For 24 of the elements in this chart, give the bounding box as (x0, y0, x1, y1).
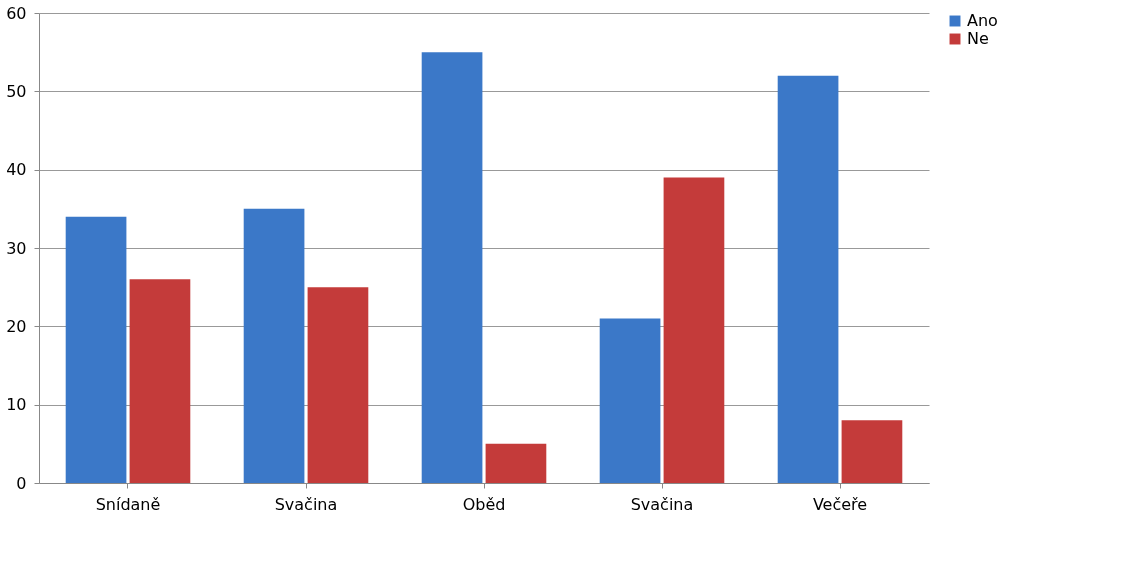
bar (421, 52, 483, 483)
legend-label: Ano (967, 11, 998, 30)
bar (841, 420, 903, 483)
y-tick-label: 20 (6, 316, 27, 336)
x-tick-label: Svačina (274, 494, 338, 514)
bar (485, 443, 547, 483)
bar (243, 208, 305, 483)
y-tick-label: 10 (6, 395, 27, 415)
bar (663, 177, 725, 483)
y-tick-label: 30 (6, 238, 27, 258)
bar (307, 287, 369, 483)
x-tick-label: Snídaně (95, 494, 161, 514)
bar (65, 216, 127, 483)
x-tick-label: Oběd (462, 494, 506, 514)
y-tick-label: 0 (16, 473, 27, 493)
y-tick-label: 60 (6, 3, 27, 23)
bar (129, 279, 191, 483)
bar (599, 318, 661, 483)
x-tick-label: Večeře (812, 494, 868, 514)
y-tick-label: 50 (6, 81, 27, 101)
bar (777, 75, 839, 483)
x-tick-label: Svačina (630, 494, 694, 514)
legend-label: Ne (967, 29, 989, 48)
y-tick-label: 40 (6, 160, 27, 180)
